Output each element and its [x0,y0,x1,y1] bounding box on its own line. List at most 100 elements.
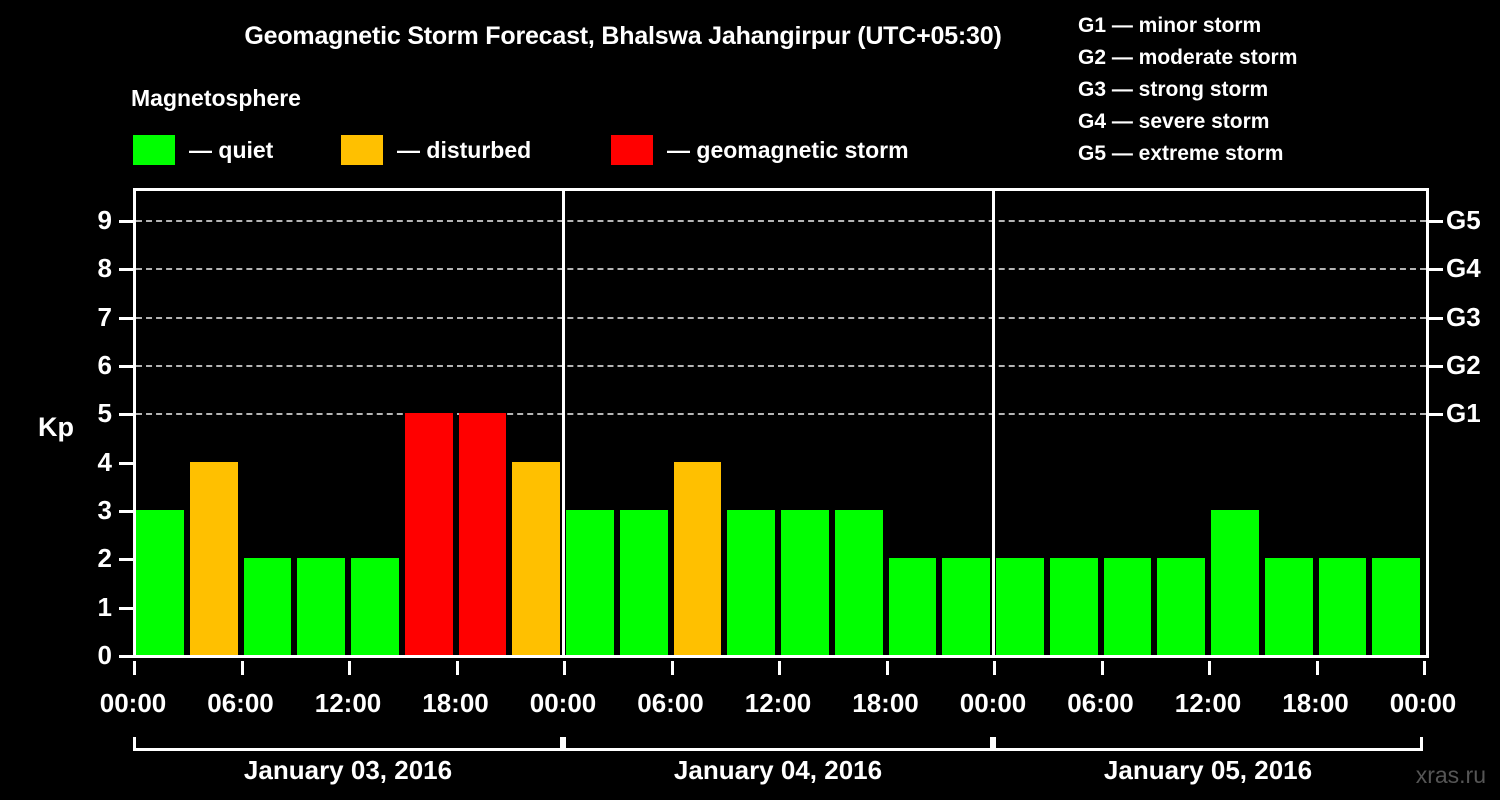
x-tick-mark [348,661,351,675]
y-tick-label: 6 [97,350,112,380]
y-tick-mark [119,461,133,465]
g-tick-label: G2 [1446,350,1481,380]
gridline [136,316,1426,319]
bar [458,413,507,655]
gridline [136,365,1426,367]
bar [834,510,883,655]
y-tick-mark [119,655,133,658]
bar [351,558,399,655]
legend-item-quiet: — quiet [133,133,273,167]
x-tick-label: 18:00 [1282,688,1349,718]
bar [727,510,775,655]
day-separator [562,191,565,655]
y-tick-label: 7 [97,301,112,332]
x-tick-mark [885,661,889,675]
x-tick-mark [1100,661,1104,675]
g-tick-mark [1429,220,1443,223]
x-tick-mark [1423,661,1426,675]
x-tick-label: 12:00 [744,688,812,718]
bar [1264,558,1313,655]
bar [1372,558,1420,655]
y-tick-mark [119,413,133,417]
bar [942,558,990,655]
y-axis-title: Kp [38,412,74,442]
magnetosphere-legend: — quiet — disturbed — geomagnetic storm [133,133,1033,167]
x-tick-mark [993,661,996,675]
bar [189,461,238,655]
bar [996,558,1044,655]
g-tick-mark [1429,316,1443,320]
day-separator [992,191,995,655]
g-tick-label: G1 [1446,398,1481,429]
g-tick-mark [1429,365,1443,368]
bar [297,558,345,655]
x-tick-label: 12:00 [1174,688,1242,718]
x-tick-label: 00:00 [959,688,1027,718]
y-tick-label: 8 [97,253,112,284]
gridline [136,413,1426,416]
date-bracket [993,737,1423,751]
x-tick-label: 06:00 [637,688,704,718]
y-tick-mark [119,606,133,610]
g-scale-row: G5 — extreme storm [1078,142,1284,165]
g-scale-row: G4 — severe storm [1078,110,1270,133]
bar [1049,558,1098,655]
y-tick-label: 2 [97,543,112,574]
page-title: Geomagnetic Storm Forecast, Bhalswa Jaha… [244,22,1002,50]
g-tick-label: G4 [1446,253,1481,284]
y-tick-mark [119,268,133,272]
x-tick-mark [455,661,459,675]
x-tick-mark [563,661,566,675]
legend-label-storm: — geomagnetic storm [667,136,909,163]
legend-label-quiet: — quiet [189,136,274,163]
date-bracket [563,737,993,751]
legend-label-disturbed: — disturbed [397,136,532,163]
y-tick-label: 9 [97,205,112,235]
bar [404,413,453,655]
date-bracket [133,737,563,751]
y-tick-label: 4 [97,446,112,477]
x-tick-label: 06:00 [1067,688,1134,718]
bar [512,461,560,655]
y-tick-mark [119,510,133,513]
x-tick-mark [778,661,781,675]
legend-swatch-quiet [133,135,175,165]
legend-swatch-storm [611,135,653,165]
gridline [136,268,1426,271]
bar [136,510,184,655]
bar [243,558,292,655]
g-scale-row: G1 — minor storm [1078,14,1262,37]
bar [1157,558,1205,655]
bar [888,558,937,655]
bar [619,510,668,655]
date-label: January 04, 2016 [673,755,883,785]
bar [1211,510,1259,655]
x-tick-label: 00:00 [1389,688,1457,718]
g-tick-mark [1429,268,1443,272]
legend-title: Magnetosphere [131,85,301,111]
x-tick-label: 00:00 [529,688,597,718]
date-label: January 05, 2016 [1103,755,1313,785]
x-tick-label: 12:00 [314,688,382,718]
plot-area [133,188,1429,658]
g-scale-legend: G1 — minor storm G2 — moderate storm G3 … [1078,10,1498,170]
x-tick-label: 18:00 [852,688,919,718]
x-tick-mark [240,661,244,675]
legend-item-disturbed: — disturbed [341,133,531,167]
gridline [136,220,1426,222]
x-tick-mark [1315,661,1319,675]
g-scale-row: G3 — strong storm [1078,78,1269,101]
y-tick-mark [119,316,133,320]
bar [781,510,829,655]
legend-swatch-disturbed [341,135,383,165]
y-tick-mark [119,365,133,368]
bar [673,461,722,655]
bar [1103,558,1152,655]
x-tick-mark [133,661,136,675]
bar [566,510,614,655]
g-tick-mark [1429,413,1443,417]
watermark: xras.ru [1415,762,1486,788]
legend-item-storm: — geomagnetic storm [611,133,909,167]
y-tick-label: 0 [97,640,112,670]
